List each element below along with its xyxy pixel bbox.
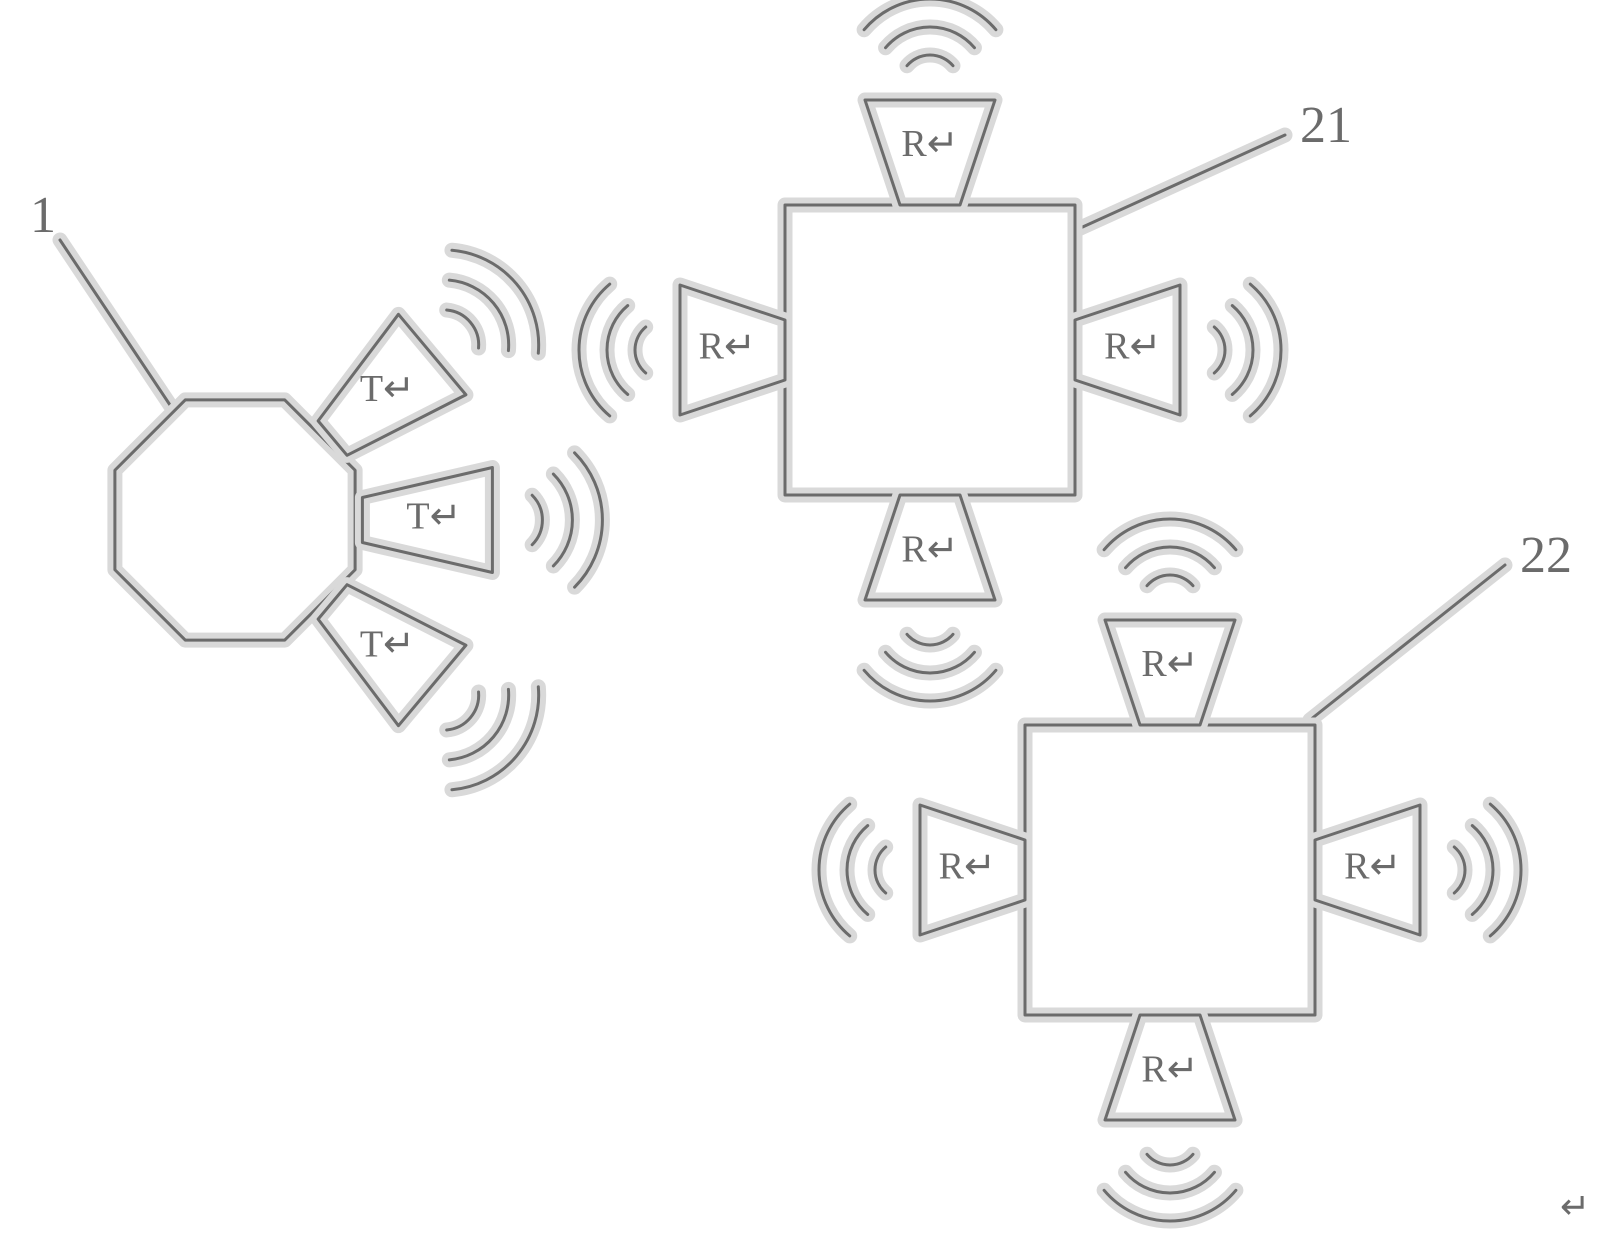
transmitter-horn-label: T↵	[360, 624, 415, 666]
receiver-horn-label: R↵	[901, 123, 958, 165]
receiver-horn-label: R↵	[1141, 643, 1198, 685]
receiver-label-21: 21	[1300, 97, 1352, 154]
receiver-horn-label: R↵	[1104, 326, 1161, 368]
receiver-horn-label: R↵	[901, 528, 958, 570]
transmitter-horn-label: T↵	[406, 496, 461, 538]
transmitter-horn-label: T↵	[360, 368, 415, 410]
receiver-label-22: 22	[1520, 527, 1572, 584]
diagram-canvas: 1 T↵ T↵ T↵ 21 R↵ R↵ R↵ R↵ 22 R↵ R↵ R↵ R↵ ↵	[0, 0, 1616, 1252]
transmitter-label: 1	[30, 187, 56, 244]
receiver-horn-label: R↵	[939, 846, 996, 888]
annotation-mark: ↵	[1560, 1186, 1590, 1226]
receiver-horn-label: R↵	[699, 326, 756, 368]
receiver-horn-label: R↵	[1344, 846, 1401, 888]
receiver-horn-label: R↵	[1141, 1048, 1198, 1090]
